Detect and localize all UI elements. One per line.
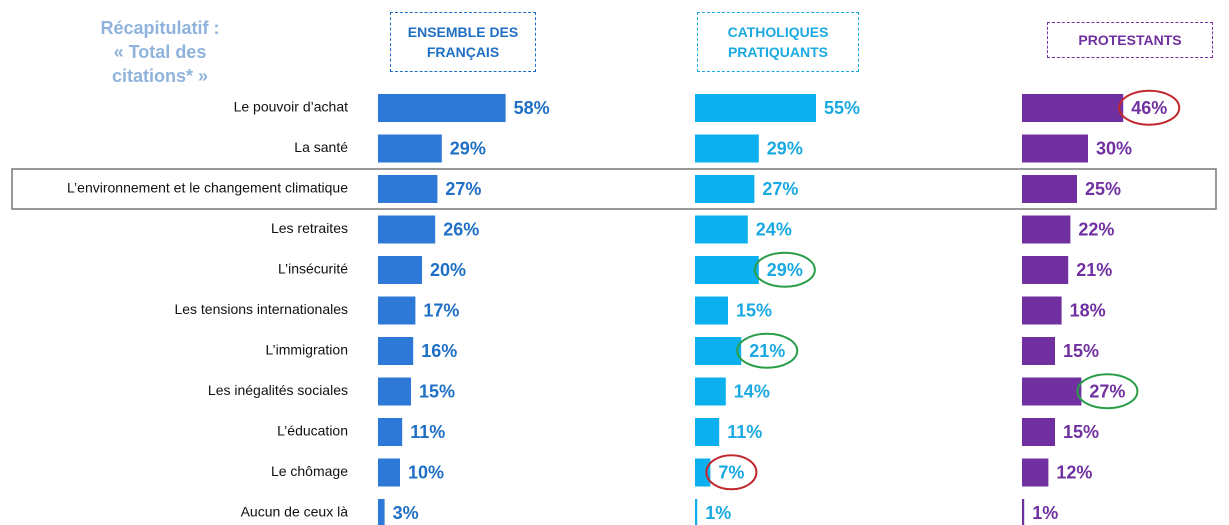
value-label: 58% [514,98,550,118]
bar [378,94,506,122]
bar [378,296,416,325]
category-label: Les inégalités sociales [208,382,348,398]
bar [1022,499,1025,525]
value-label: 29% [767,138,803,158]
value-label: 27% [762,179,798,199]
bar [695,256,759,284]
value-label: 1% [1032,503,1058,523]
bar [378,256,422,284]
bar [1022,256,1069,284]
value-label: 12% [1056,462,1092,482]
bar [695,377,726,406]
value-label: 55% [824,98,860,118]
bar [695,296,728,325]
bar [695,337,742,365]
value-label: 3% [393,503,419,523]
bar [378,418,403,446]
bar [378,134,442,163]
category-label: Aucun de ceux là [241,504,349,520]
bar [695,215,748,244]
category-label: L’éducation [277,423,348,439]
value-label: 29% [450,138,486,158]
bar [1022,94,1124,122]
value-label: 16% [421,341,457,361]
value-label: 7% [718,462,744,482]
series-header: ENSEMBLE DES FRANÇAIS [390,12,536,72]
value-label: 30% [1096,138,1132,158]
bar [695,458,711,487]
bar [695,175,755,203]
category-label: L’environnement et le changement climati… [67,180,348,196]
value-label: 11% [410,422,445,442]
value-label: 21% [749,341,785,361]
bar [378,337,414,365]
value-label: 15% [419,381,455,401]
series-header: CATHOLIQUES PRATIQUANTS [697,12,859,72]
value-label: 26% [443,219,479,239]
value-label: 15% [1063,341,1099,361]
bar [378,458,400,487]
value-label: 21% [1076,260,1112,280]
series-header: PROTESTANTS [1047,22,1213,58]
bar [695,134,759,163]
category-label: Les retraites [271,220,348,236]
highlight-circle [1118,89,1181,126]
value-label: 11% [727,422,762,442]
bar [1022,175,1077,203]
bar [695,94,816,122]
value-label: 46% [1131,98,1167,118]
bar [378,499,385,525]
category-label: Le chômage [271,463,348,479]
bar [1022,296,1062,325]
title-line: citations* » [111,66,209,86]
category-label: Le pouvoir d’achat [234,99,349,115]
bar [1022,377,1082,406]
value-label: 22% [1078,219,1114,239]
chart-title: Récapitulatif : « Total des citations* » [60,16,260,88]
category-label: La santé [294,139,348,155]
title-line: « Total des [113,42,207,62]
value-label: 17% [423,300,459,320]
value-label: 29% [767,260,803,280]
highlight-circle [1076,373,1139,410]
category-label: Les tensions internationales [174,301,348,317]
highlight-circle [705,454,758,491]
bar [1022,458,1049,487]
value-label: 14% [734,381,770,401]
highlight-circle [753,251,816,288]
title-line: Récapitulatif : [100,18,220,38]
value-label: 10% [408,462,444,482]
value-label: 1% [705,503,731,523]
value-label: 27% [445,179,481,199]
bar [695,418,720,446]
value-label: 20% [430,260,466,280]
bar [1022,215,1071,244]
value-label: 18% [1070,300,1106,320]
bar [378,175,438,203]
bar [378,377,411,406]
value-label: 24% [756,219,792,239]
value-label: 15% [736,300,772,320]
category-label: L’insécurité [278,261,348,277]
highlight-circle [736,332,799,369]
bar [695,499,698,525]
highlight-box [11,168,1217,210]
bar [1022,134,1088,163]
value-label: 25% [1085,179,1121,199]
value-label: 15% [1063,422,1099,442]
bar [378,215,436,244]
bar [1022,418,1055,446]
category-label: L’immigration [266,342,348,358]
value-label: 27% [1089,381,1125,401]
bar [1022,337,1055,365]
